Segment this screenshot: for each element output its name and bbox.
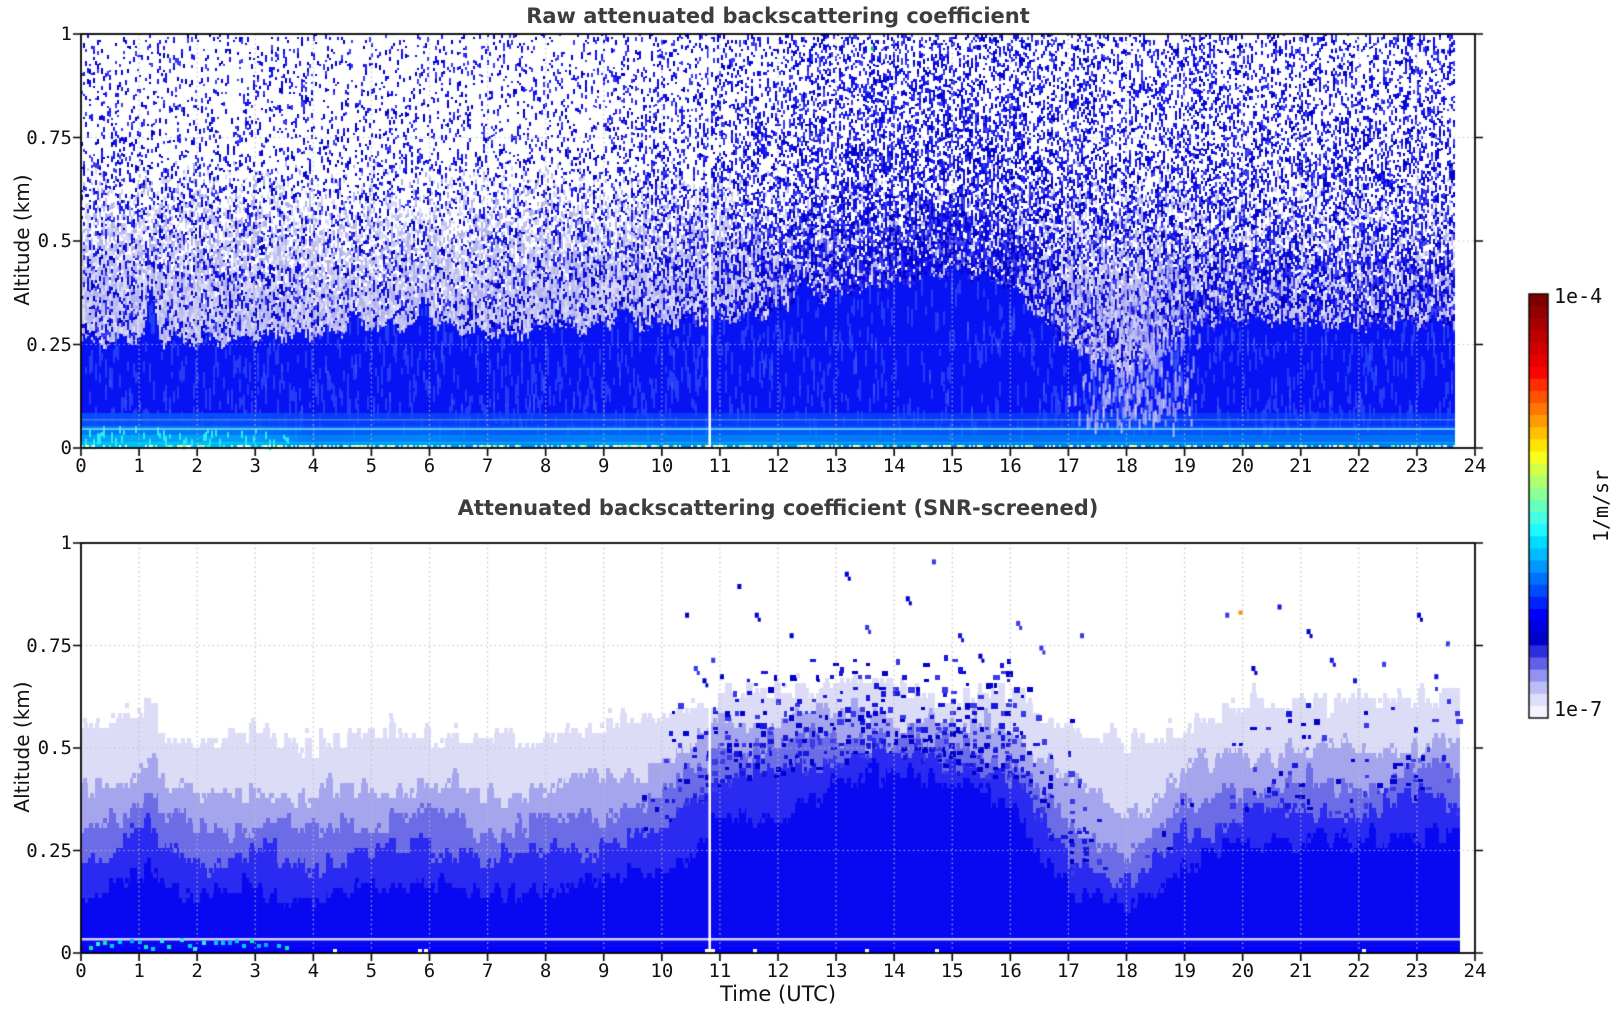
- y-tick-label: 0.5: [37, 230, 72, 252]
- x-tick-label: 19: [1173, 455, 1197, 477]
- x-tick-label: 14: [882, 455, 906, 477]
- x-tick-label: 16: [998, 455, 1022, 477]
- x-tick-label: 11: [708, 455, 732, 477]
- x-tick-label: 6: [423, 455, 436, 477]
- x-tick-label: 18: [1115, 455, 1138, 477]
- x-tick-label: 10: [650, 455, 674, 477]
- x-tick-label: 2: [191, 960, 203, 982]
- x-tick-label: 10: [650, 960, 674, 982]
- x-tick-label: 21: [1289, 960, 1313, 982]
- x-tick-label: 12: [766, 960, 790, 982]
- x-tick-label: 13: [824, 455, 848, 477]
- panel2-title: Attenuated backscattering coefficient (S…: [457, 496, 1099, 520]
- x-tick-label: 17: [1056, 960, 1080, 982]
- y-tick-label: 0.25: [26, 839, 72, 862]
- x-tick-label: 11: [708, 960, 732, 982]
- x-tick-label: 19: [1173, 960, 1197, 982]
- x-tick-label: 20: [1231, 960, 1255, 982]
- x-tick-label: 23: [1405, 960, 1429, 982]
- colorbar-unit-label: 1/m/sr: [1589, 469, 1613, 543]
- x-tick-label: 5: [365, 455, 378, 477]
- x-tick-label: 18: [1115, 960, 1138, 982]
- x-tick-label: 5: [365, 960, 378, 982]
- y-tick-label: 1: [60, 23, 72, 45]
- x-tick-label: 13: [824, 960, 848, 982]
- x-tick-label: 12: [766, 455, 790, 477]
- panel1-title: Raw attenuated backscattering coefficien…: [526, 4, 1030, 28]
- x-tick-label: 6: [423, 960, 436, 982]
- y-tick-label: 1: [60, 532, 72, 554]
- x-tick-label: 9: [598, 960, 610, 982]
- x-tick-label: 23: [1405, 455, 1429, 477]
- x-tick-label: 16: [998, 960, 1022, 982]
- y-tick-label: 0: [60, 437, 72, 459]
- x-tick-label: 15: [940, 455, 964, 477]
- y-tick-label: 0.5: [37, 737, 72, 759]
- y-tick-label: 0.75: [26, 634, 72, 657]
- y-tick-label: 0.25: [26, 333, 72, 356]
- y-tick-label: 0: [60, 942, 72, 964]
- x-tick-label: 20: [1231, 455, 1255, 477]
- x-tick-label: 8: [539, 960, 552, 982]
- x-tick-label: 15: [940, 960, 964, 982]
- x-tick-label: 2: [191, 455, 203, 477]
- x-tick-label: 14: [882, 960, 906, 982]
- x-tick-label: 17: [1056, 455, 1080, 477]
- x-tick-label: 22: [1347, 455, 1371, 477]
- x-tick-label: 1: [133, 455, 145, 477]
- x-tick-label: 3: [249, 960, 261, 982]
- x-tick-label: 9: [598, 455, 610, 477]
- colorbar-min-label: 1e-7: [1554, 697, 1603, 721]
- x-tick-label: 4: [307, 455, 320, 477]
- y-tick-label: 0.75: [26, 126, 72, 149]
- x-tick-label: 3: [249, 455, 261, 477]
- x-tick-label: 24: [1463, 960, 1487, 982]
- x-tick-label: 7: [481, 455, 494, 477]
- x-tick-label: 24: [1463, 455, 1487, 477]
- x-tick-label: 22: [1347, 960, 1371, 982]
- x-axis-label: Time (UTC): [719, 982, 837, 1006]
- x-tick-label: 0: [75, 455, 87, 477]
- x-tick-label: 0: [75, 960, 87, 982]
- x-tick-label: 1: [133, 960, 145, 982]
- x-tick-label: 8: [539, 455, 552, 477]
- colorbar-max-label: 1e-4: [1554, 284, 1603, 308]
- x-tick-label: 21: [1289, 455, 1313, 477]
- x-tick-label: 4: [307, 960, 320, 982]
- x-tick-label: 7: [481, 960, 494, 982]
